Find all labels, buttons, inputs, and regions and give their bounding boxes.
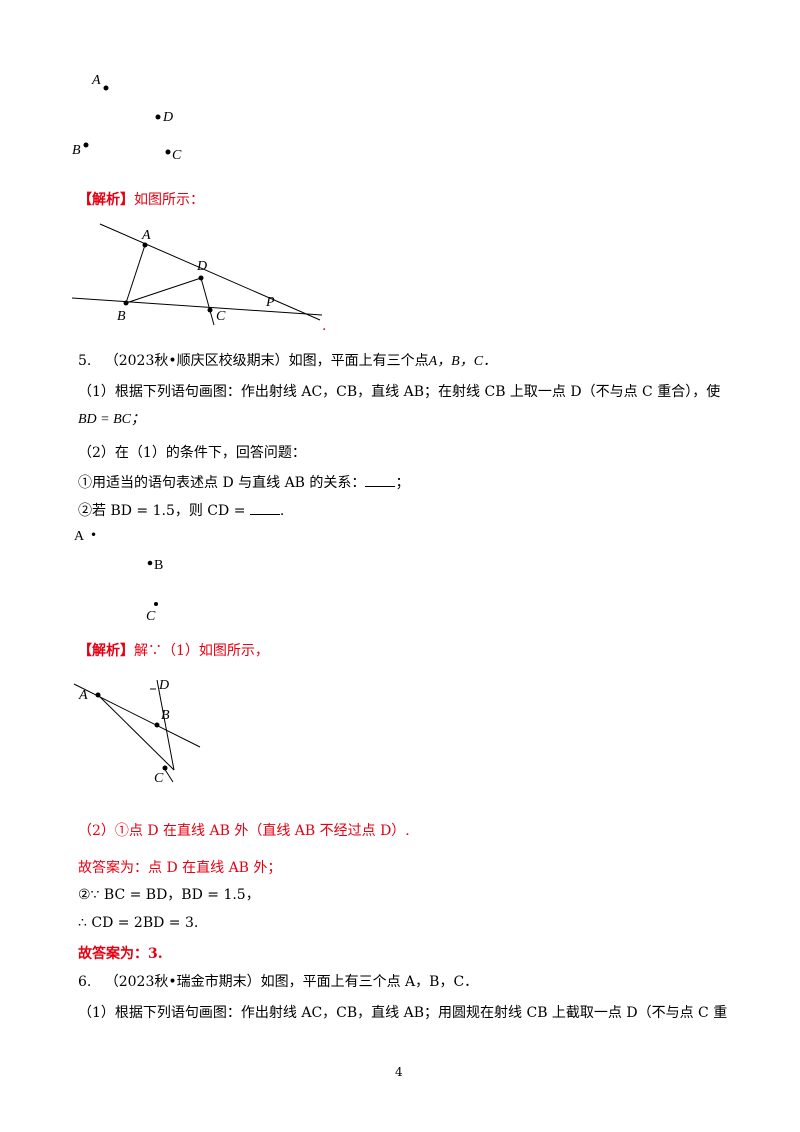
label-D: D — [158, 678, 169, 693]
point-A — [103, 85, 109, 91]
label-A: A — [91, 73, 101, 88]
figure-answer-construction: A B C D — [73, 678, 201, 786]
line-AB — [73, 683, 201, 748]
sub1-text: ①用适当的语句表述点 D 与直线 AB 的关系： — [78, 475, 366, 491]
ray-CD — [200, 277, 215, 326]
analysis-2: 【解析】解∵（1）如图所示， — [78, 641, 269, 661]
question-5-part1: （1）根据下列语句画图：作出射线 AC，CB，直线 AB；在射线 CB 上取一点… — [78, 384, 721, 400]
label-P: P — [265, 295, 275, 310]
analysis-text: 如图所示： — [134, 192, 204, 208]
point-B — [147, 560, 153, 566]
label-C: C — [146, 609, 156, 624]
question-5-part2: （2）在（1）的条件下，回答问题： — [78, 445, 306, 461]
answer-blank-2 — [249, 500, 280, 515]
label-B: B — [117, 309, 126, 324]
ray-CB — [156, 679, 175, 771]
label-D: D — [196, 259, 207, 274]
label-D: D — [162, 110, 173, 125]
answer-3: ②∵ BC = BD，BD = 1.5， — [78, 887, 260, 903]
analysis-tag: 【解析】 — [78, 643, 134, 659]
question-source: （2023秋•顺庆区校级期末）如图，平面上有三个点 — [104, 353, 429, 369]
page-number: 4 — [395, 1065, 403, 1079]
figure-three-points: A • B C — [74, 528, 163, 624]
sub1-end: ； — [395, 475, 410, 491]
question-number: 6. — [78, 974, 92, 990]
point-B — [154, 722, 160, 728]
label-C: C — [154, 771, 164, 786]
question-5-stem: 5. （2023秋•顺庆区校级期末）如图，平面上有三个点A，B，C． — [78, 351, 497, 372]
sub2-end: . — [279, 503, 285, 519]
line-BP — [71, 297, 323, 316]
line-through-A-D-P — [99, 223, 321, 321]
label-A: A — [141, 228, 151, 243]
bullet-A: • — [90, 528, 97, 542]
answer-1: （2）①点 D 在直线 AB 外（直线 AB 不经过点 D）. — [78, 823, 410, 839]
question-5-part1-cont: BD = BC； — [78, 412, 145, 427]
point-C — [162, 765, 168, 771]
label-C: C — [172, 148, 182, 163]
point-B — [83, 142, 89, 148]
red-dot-mark: . — [322, 318, 326, 334]
figure-analysis-construction: A D B C P . — [71, 223, 326, 334]
label-B: B — [161, 708, 170, 723]
ray-CA — [97, 694, 175, 771]
question-points: A，B，C． — [428, 354, 498, 369]
answer-5: 故答案为：3. — [78, 946, 163, 962]
point-A — [142, 242, 148, 248]
figure-four-points: A D B C — [72, 73, 182, 163]
point-C — [207, 307, 213, 313]
point-A — [95, 692, 101, 698]
analysis-1: 【解析】如图所示： — [78, 190, 204, 210]
point-D — [198, 275, 204, 281]
sub2-text: ②若 BD = 1.5，则 CD = — [78, 503, 246, 519]
label-C: C — [216, 309, 226, 324]
analysis-text: 解∵（1）如图所示， — [134, 643, 269, 659]
label-B: B — [72, 143, 81, 158]
question-6-part1: （1）根据下列语句画图：作出射线 AC，CB，直线 AB；用圆规在射线 CB 上… — [78, 1005, 728, 1021]
point-C — [165, 149, 171, 155]
segment-AB — [125, 244, 146, 304]
answer-blank-1 — [365, 472, 396, 487]
point-D — [155, 114, 161, 120]
point-B — [123, 300, 129, 306]
segment-BD — [125, 277, 202, 304]
question-5-sub1: ①用适当的语句表述点 D 与直线 AB 的关系： ； — [78, 472, 409, 493]
label-B: B — [154, 558, 163, 573]
question-5-sub2: ②若 BD = 1.5，则 CD = . — [78, 500, 284, 521]
question-source: （2023秋•瑞金市期末）如图，平面上有三个点 A，B，C． — [104, 974, 479, 990]
answer-2: 故答案为：点 D 在直线 AB 外； — [78, 860, 282, 876]
label-A: A — [74, 529, 85, 544]
analysis-tag: 【解析】 — [78, 192, 134, 208]
question-6-stem: 6. （2023秋•瑞金市期末）如图，平面上有三个点 A，B，C． — [78, 972, 478, 992]
question-number: 5. — [78, 353, 92, 369]
label-A: A — [78, 688, 88, 703]
point-C — [154, 602, 158, 606]
answer-4: ∴ CD = 2BD = 3. — [78, 915, 199, 931]
